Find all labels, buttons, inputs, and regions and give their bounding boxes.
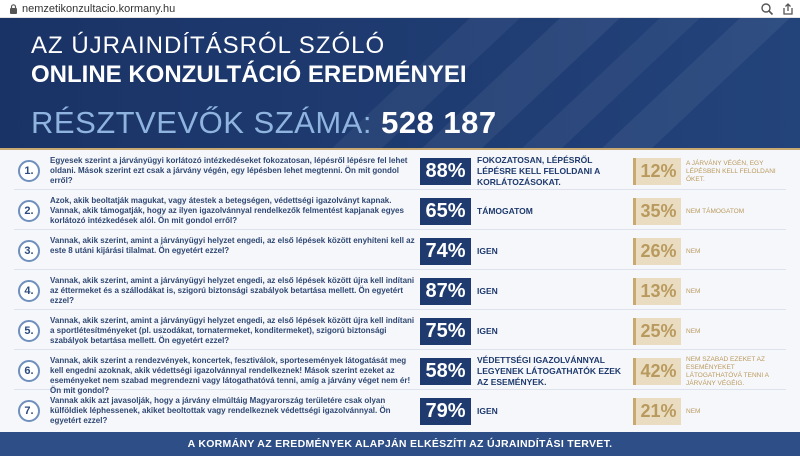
result-row: 2. Azok, akik beoltatják magukat, vagy á… [14, 193, 786, 230]
participant-count: RÉSZTVEVŐK SZÁMA: 528 187 [31, 105, 497, 141]
hero-title-line2: ONLINE KONZULTÁCIÓ EREDMÉNYEI [31, 61, 467, 88]
question-number: 3. [18, 240, 40, 262]
majority-answer: IGEN [477, 286, 498, 296]
minority-answer: A járvány végén, egy lépésben kell felol… [686, 159, 776, 183]
majority-answer: IGEN [477, 326, 498, 336]
majority-percent: 74% [420, 238, 471, 265]
result-row: 4. Vannak, akik szerint, amint a járvány… [14, 273, 786, 310]
hero-divider [0, 148, 800, 150]
browser-address-bar: nemzetikonzultacio.kormany.hu [0, 0, 800, 18]
minority-answer: Nem [686, 407, 701, 415]
minority-percent: 26% [633, 238, 681, 265]
minority-percent: 21% [633, 398, 681, 425]
result-row: 5. Vannak, akik szerint, amint a járvány… [14, 313, 786, 350]
majority-percent: 88% [420, 158, 471, 185]
minority-answer: Nem szabad ezeket az eseményeket látogat… [686, 355, 769, 387]
participant-count-label: RÉSZTVEVŐK SZÁMA: [31, 105, 372, 140]
minority-percent: 25% [633, 318, 681, 345]
minority-percent: 12% [633, 158, 681, 185]
question-number: 1. [18, 160, 40, 182]
minority-answer: Nem támogatom [686, 207, 745, 215]
results-table: 1. Egyesek szerint a járványügyi korláto… [0, 150, 800, 432]
question-number: 5. [18, 320, 40, 342]
question-text: Azok, akik beoltatják magukat, vagy átes… [50, 196, 404, 225]
question-text: Vannak, akik szerint, amint a járványügy… [50, 276, 415, 305]
result-row: 7. Vannak akik azt javasolják, hogy a já… [14, 393, 786, 430]
majority-percent: 75% [420, 318, 471, 345]
question-number: 2. [18, 200, 40, 222]
question-number: 4. [18, 280, 40, 302]
minority-answer: Nem [686, 247, 701, 255]
result-row: 6. Vannak, akik szerint a rendezvények, … [14, 353, 786, 395]
question-text: Vannak, akik szerint a rendezvények, kon… [50, 356, 411, 395]
majority-answer: VÉDETTSÉGI IGAZOLVÁNNYAL LEGYENEK LÁTOGA… [477, 355, 622, 387]
minority-percent: 42% [633, 358, 681, 385]
lock-icon [10, 4, 17, 14]
hero-stripes-decoration [0, 18, 800, 150]
majority-percent: 79% [420, 398, 471, 425]
result-row: 1. Egyesek szerint a járványügyi korláto… [14, 153, 786, 190]
question-text: Vannak, akik szerint, amint a járványügy… [50, 236, 415, 255]
hero-title-line1: AZ ÚJRAINDÍTÁSRÓL SZÓLÓ [31, 32, 386, 59]
question-number: 7. [18, 400, 40, 422]
question-text: Vannak akik azt javasolják, hogy a járvá… [50, 396, 391, 425]
majority-answer: TÁMOGATOM [477, 206, 533, 216]
minority-percent: 13% [633, 278, 681, 305]
majority-percent: 87% [420, 278, 471, 305]
url-text[interactable]: nemzetikonzultacio.kormany.hu [22, 3, 176, 15]
majority-answer: IGEN [477, 246, 498, 256]
result-row: 3. Vannak, akik szerint, amint a járvány… [14, 233, 786, 270]
majority-answer: IGEN [477, 406, 498, 416]
share-icon[interactable] [781, 2, 795, 16]
minority-percent: 35% [633, 198, 681, 225]
hero-banner: AZ ÚJRAINDÍTÁSRÓL SZÓLÓ ONLINE KONZULTÁC… [0, 18, 800, 150]
majority-answer: FOKOZATOSAN, LÉPÉSRŐL LÉPÉSRE KELL FELOL… [477, 155, 600, 187]
zoom-icon[interactable] [760, 2, 774, 16]
minority-answer: Nem [686, 327, 701, 335]
question-text: Vannak, akik szerint, amint a járványügy… [50, 316, 415, 345]
participant-count-value: 528 187 [381, 105, 497, 140]
question-text: Egyesek szerint a járványügyi korlátozó … [50, 156, 408, 185]
majority-percent: 65% [420, 198, 471, 225]
question-number: 6. [18, 360, 40, 382]
minority-answer: Nem [686, 287, 701, 295]
footer-bottom-strip [0, 456, 800, 468]
majority-percent: 58% [420, 358, 471, 385]
footer-banner: A KORMÁNY AZ EREDMÉNYEK ALAPJÁN ELKÉSZÍT… [0, 432, 800, 456]
